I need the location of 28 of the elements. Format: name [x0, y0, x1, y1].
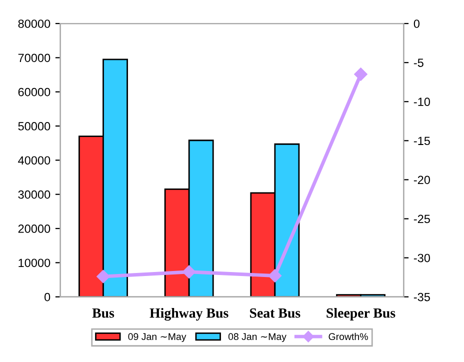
y-tick-label: 30000: [18, 190, 50, 199]
point: [354, 68, 368, 81]
y-tick-label: 10000: [18, 258, 50, 268]
y2-tick-label: 0: [414, 20, 420, 28]
x-tick-label: Seat Bus: [250, 308, 300, 318]
y-tick-label: 20000: [18, 224, 50, 233]
legend-label: 08 Jan ∼May: [228, 333, 286, 342]
y-tick-label: 50000: [18, 122, 50, 130]
y2-tick-label: -15: [414, 136, 430, 146]
legend-label: 09 Jan ∼May: [128, 333, 186, 342]
point: [268, 269, 282, 282]
y2-tick-label: -25: [414, 214, 430, 224]
point: [96, 270, 110, 284]
x-tick-label: Highway Bus: [150, 308, 228, 321]
y2-tick-label: -20: [414, 176, 430, 184]
y-tick-label: 60000: [18, 88, 50, 96]
y2-tick-label: -30: [414, 254, 430, 262]
y-tick-label: 70000: [18, 54, 50, 62]
x-tick-label: Bus: [92, 308, 114, 318]
y-tick-label: 80000: [18, 20, 50, 28]
x-tick-label: Sleeper Bus: [326, 308, 396, 321]
legend-label: Growth%: [328, 332, 368, 340]
point: [182, 265, 196, 278]
y2-tick-label: -5: [414, 58, 424, 67]
y-tick-label: 40000: [18, 156, 50, 165]
y-tick-label: 0: [44, 292, 50, 302]
y2-tick-label: -35: [414, 292, 430, 302]
y2-tick-label: -10: [414, 98, 430, 106]
